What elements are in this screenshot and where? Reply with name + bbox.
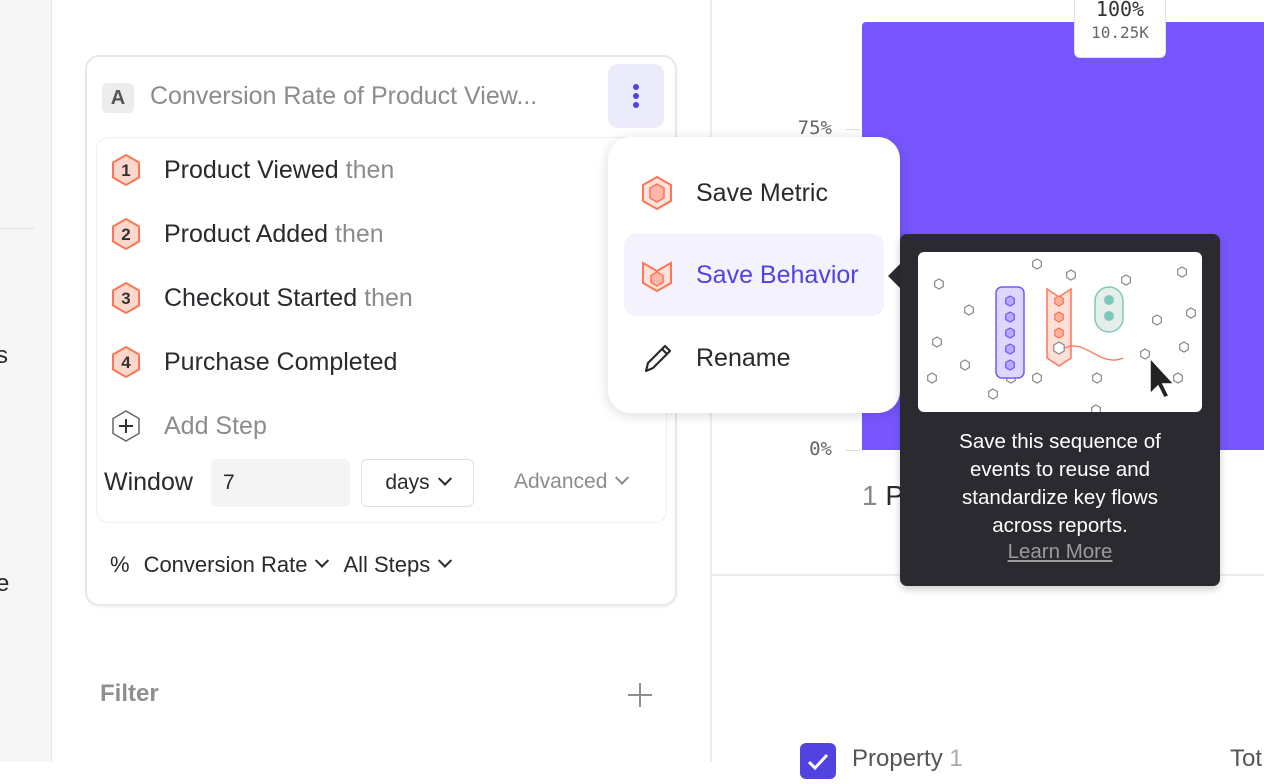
y-tick-mark [846, 129, 860, 130]
window-unit-value: days [385, 471, 430, 494]
step-item[interactable]: 1 Product Viewed then [110, 153, 394, 187]
step-suffix: then [335, 219, 384, 248]
chevron-down-icon[interactable] [438, 553, 453, 568]
add-filter-button[interactable] [626, 681, 654, 709]
chevron-down-icon [437, 471, 452, 486]
metric-title[interactable]: Conversion Rate of Product View... [150, 82, 538, 110]
x-category-label: 1 P [862, 480, 905, 511]
menu-item-label: Save Metric [696, 178, 828, 207]
percent-icon: % [110, 552, 130, 577]
save-behavior-menu-item[interactable]: Save Behavior [624, 234, 884, 316]
y-tick-label: 0% [809, 438, 832, 460]
svg-text:2: 2 [121, 225, 130, 244]
measure-row: % Conversion Rate All Steps [110, 552, 453, 578]
property-column-header[interactable]: Property 1 [852, 745, 963, 772]
step-item[interactable]: 2 Product Added then [110, 217, 384, 251]
step-name: Checkout Started [164, 283, 358, 312]
measure-select[interactable]: Conversion Rate [143, 552, 308, 577]
more-options-button[interactable] [608, 64, 664, 128]
steps-scope-select[interactable]: All Steps [343, 552, 431, 577]
menu-item-label: Save Behavior [696, 260, 859, 289]
advanced-toggle[interactable]: Advanced [514, 470, 630, 494]
svg-text:4: 4 [121, 353, 131, 372]
svg-text:1: 1 [121, 161, 130, 180]
y-tick-label: 75% [797, 117, 832, 139]
step-name: Product Added [164, 219, 329, 248]
add-step-button[interactable]: Add Step [110, 409, 267, 443]
behavior-illustration [918, 252, 1202, 412]
pencil-icon [644, 344, 672, 373]
step-item[interactable]: 3 Checkout Started then [110, 281, 413, 315]
rename-menu-item[interactable]: Rename [624, 317, 884, 399]
sidebar-item-label[interactable]: e [0, 570, 10, 597]
behavior-badge-icon [642, 261, 672, 293]
property-checkbox[interactable] [800, 743, 836, 779]
save-metric-menu-item[interactable]: Save Metric [624, 152, 884, 234]
step-item[interactable]: 4 Purchase Completed [110, 345, 397, 379]
sidebar-item-label[interactable]: s [0, 342, 8, 369]
sidebar-divider [0, 228, 34, 229]
step-number-icon: 2 [112, 217, 140, 251]
svg-text:3: 3 [121, 289, 130, 308]
left-sidebar [0, 0, 52, 762]
step-name: Product Viewed [164, 155, 339, 184]
step-number-icon: 3 [112, 281, 140, 315]
learn-more-link[interactable]: Learn More [1007, 540, 1113, 563]
cursor-icon [1149, 356, 1176, 399]
chevron-down-icon[interactable] [315, 553, 330, 568]
add-step-label: Add Step [164, 411, 267, 440]
window-label: Window [104, 468, 193, 496]
y-tick-mark [846, 450, 860, 451]
step-name: Purchase Completed [164, 347, 398, 376]
menu-item-label: Rename [696, 343, 791, 372]
total-column-header[interactable]: Tot [1230, 745, 1263, 772]
bar-percent-label: 100% [1095, 0, 1145, 21]
window-unit-select[interactable]: days [361, 459, 474, 507]
step-suffix: then [364, 283, 413, 312]
bar-data-label: 100% 10.25K [1074, 0, 1166, 58]
step-number-icon: 4 [112, 345, 140, 379]
metric-letter-badge: A [102, 83, 134, 113]
advanced-label: Advanced [514, 470, 608, 493]
hexagon-metric-icon [642, 175, 672, 211]
step-suffix: then [345, 155, 395, 184]
step-number-icon: 1 [112, 153, 140, 187]
window-input[interactable] [211, 459, 350, 507]
bar-count-label: 10.25K [1091, 23, 1149, 42]
tooltip-arrow [888, 264, 900, 288]
add-hexagon-icon [112, 410, 140, 442]
kebab-icon [633, 84, 639, 90]
chevron-down-icon [615, 470, 630, 485]
filter-label: Filter [100, 680, 159, 707]
tooltip-text: Save this sequence of events to reuse and… [959, 430, 1161, 537]
check-icon [807, 753, 829, 771]
